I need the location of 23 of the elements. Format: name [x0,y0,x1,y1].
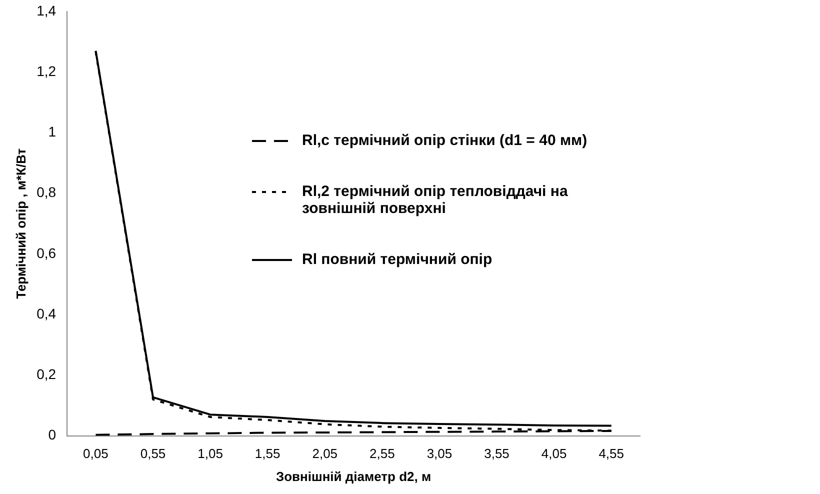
y-tick-label: 0 [48,426,56,443]
legend-label: Rl,2 термічний опір тепловіддачі на зовнішній поверхні [302,183,569,217]
y-tick-label: 1,2 [36,62,56,79]
x-tick-label: 2,05 [312,446,338,462]
x-tick-label: 1,05 [198,446,223,462]
y-tick-label: 0,6 [36,244,56,261]
y-tick-label: 1 [48,124,56,140]
y-tick-label: 0,4 [36,305,56,322]
x-tick-label: 2,55 [370,446,395,462]
x-tick-label: 3,05 [426,446,452,462]
x-tick-label: 0,55 [140,446,166,462]
y-tick-label: 1,4 [36,2,56,18]
x-tick-label: 0,05 [83,446,108,462]
x-tick-label: 4,55 [598,446,624,462]
x-tick-label: 4,05 [541,446,567,462]
x-axis-title: Зовнішній діаметр d2, м [276,468,432,484]
x-tick-label: 1,55 [254,446,280,462]
y-tick-label: 0,2 [36,366,56,382]
y-axis-title: Термічний опір , м*К/Вт [13,148,28,299]
x-tick-label: 3,55 [484,446,510,462]
y-tick-label: 0,8 [36,184,56,200]
legend-label: Rl,c термічний опір стінки (d1 = 40 мм) [302,132,588,149]
legend-label: Rl повний термічний опір [302,251,492,268]
